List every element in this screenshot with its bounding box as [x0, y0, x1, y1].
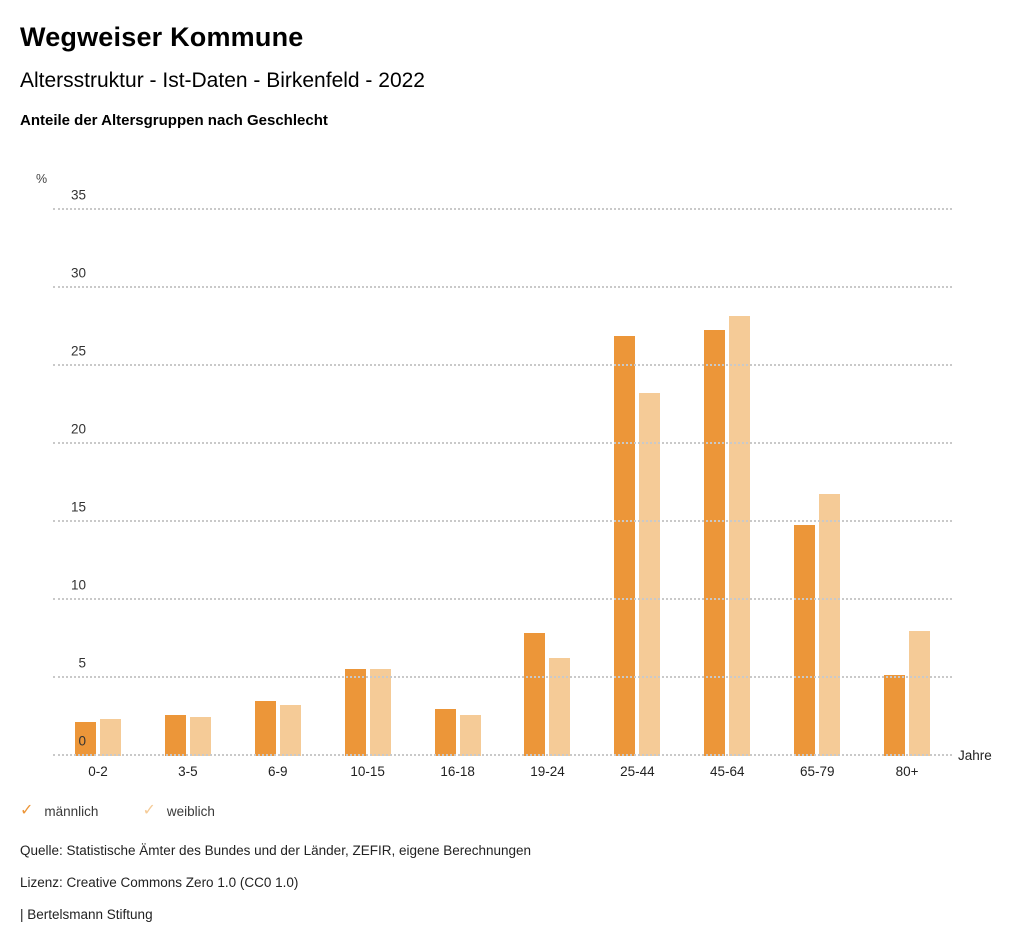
bar-group-25-44: [592, 210, 682, 756]
bar-chart: % 0 5 10 15 20 25 30 35 0-2 3-5 6-9 10-15 16-18 19-2…: [0, 170, 1024, 785]
x-tick-label-10-15: 10-15: [350, 764, 385, 779]
y-tick-label-5: 5: [78, 655, 86, 671]
bar-männlich-6-9[interactable]: [254, 701, 276, 756]
bar-männlich-65-79[interactable]: [794, 525, 816, 756]
bar-weiblich-10-15[interactable]: [369, 668, 391, 756]
y-tick-label-10: 10: [70, 577, 86, 593]
y-axis-unit-label: %: [36, 172, 48, 186]
gridline-30: [53, 286, 952, 288]
gridline-15: [53, 520, 952, 522]
gridline-25: [53, 364, 952, 366]
legend: ✓ männlich ✓ weiblich: [20, 803, 215, 819]
bar-männlich-3-5[interactable]: [164, 715, 186, 756]
bar-männlich-0-2[interactable]: [74, 721, 96, 756]
bars-container: [53, 210, 952, 756]
bar-weiblich-65-79[interactable]: [819, 493, 841, 756]
bar-weiblich-16-18[interactable]: [459, 715, 481, 756]
y-tick-label-15: 15: [70, 499, 86, 515]
bar-weiblich-25-44[interactable]: [639, 392, 661, 756]
bar-group-45-64: [682, 210, 772, 756]
attribution-text: | Bertelsmann Stiftung: [20, 907, 153, 922]
x-tick-label-6-9: 6-9: [268, 764, 288, 779]
y-tick-label-30: 30: [70, 265, 86, 281]
legend-item-weiblich[interactable]: ✓ weiblich: [142, 803, 214, 819]
bar-männlich-10-15[interactable]: [344, 668, 366, 756]
check-icon: ✓: [142, 802, 156, 819]
gridline-35: [53, 208, 952, 210]
y-tick-label-20: 20: [70, 421, 86, 437]
license-text: Lizenz: Creative Commons Zero 1.0 (CC0 1…: [20, 875, 299, 890]
check-icon: ✓: [20, 802, 34, 819]
legend-label: weiblich: [166, 803, 215, 819]
x-tick-label-16-18: 16-18: [440, 764, 475, 779]
gridline-20: [53, 442, 952, 444]
gridline-5: [53, 676, 952, 678]
bar-weiblich-6-9[interactable]: [279, 704, 301, 756]
x-tick-label-19-24: 19-24: [530, 764, 565, 779]
source-text: Quelle: Statistische Ämter des Bundes un…: [20, 843, 532, 858]
y-tick-label-0: 0: [78, 733, 86, 749]
bar-weiblich-0-2[interactable]: [99, 718, 121, 756]
footer: Quelle: Statistische Ämter des Bundes un…: [20, 843, 531, 939]
bar-weiblich-19-24[interactable]: [549, 657, 571, 756]
legend-label: männlich: [44, 803, 99, 819]
x-axis-labels: 0-2 3-5 6-9 10-15 16-18 19-24 25-44 45-64 65-79 8…: [53, 764, 952, 779]
chart-subtitle: Altersstruktur - Ist-Daten - Birkenfeld …: [20, 69, 425, 92]
y-tick-label-35: 35: [70, 187, 86, 203]
y-tick-label-25: 25: [70, 343, 86, 359]
x-axis-unit-label: Jahre: [958, 748, 992, 763]
legend-item-männlich[interactable]: ✓ männlich: [20, 803, 98, 819]
bar-weiblich-45-64[interactable]: [729, 316, 751, 756]
bar-männlich-45-64[interactable]: [704, 330, 726, 756]
bar-männlich-25-44[interactable]: [614, 336, 636, 756]
gridline-0: [53, 754, 952, 756]
bar-männlich-16-18[interactable]: [434, 709, 456, 756]
bar-group-0-2: [53, 210, 143, 756]
bar-männlich-80+[interactable]: [884, 674, 906, 756]
gridline-10: [53, 598, 952, 600]
bar-weiblich-80+[interactable]: [909, 631, 931, 756]
bar-group-16-18: [413, 210, 503, 756]
x-tick-label-0-2: 0-2: [88, 764, 108, 779]
x-tick-label-45-64: 45-64: [710, 764, 745, 779]
bar-weiblich-3-5[interactable]: [189, 717, 211, 756]
x-tick-label-25-44: 25-44: [620, 764, 655, 779]
chart-heading: Anteile der Altersgruppen nach Geschlech…: [20, 112, 328, 129]
bar-group-6-9: [233, 210, 323, 756]
x-tick-label-3-5: 3-5: [178, 764, 198, 779]
x-tick-label-80+: 80+: [895, 764, 919, 779]
bar-group-19-24: [503, 210, 593, 756]
bar-group-65-79: [772, 210, 862, 756]
bar-group-80+: [862, 210, 952, 756]
app-title: Wegweiser Kommune: [20, 22, 304, 52]
x-tick-label-65-79: 65-79: [799, 764, 835, 779]
bar-männlich-19-24[interactable]: [524, 632, 546, 756]
plot-area: 0 5 10 15 20 25 30 35: [53, 188, 952, 756]
header: Wegweiser Kommune Altersstruktur - Ist-D…: [0, 0, 1024, 129]
bar-group-3-5: [143, 210, 233, 756]
bar-group-10-15: [323, 210, 413, 756]
